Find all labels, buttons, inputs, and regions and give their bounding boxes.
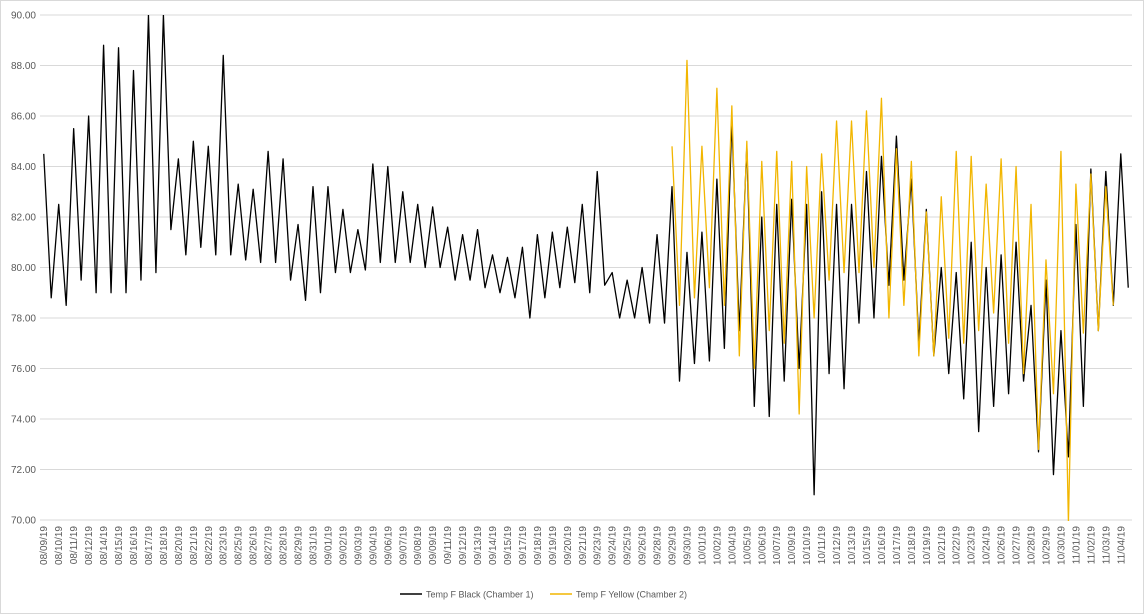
x-tick-label: 08/29/19	[294, 526, 305, 565]
x-tick-label: 09/01/19	[323, 526, 334, 565]
x-tick-label: 08/15/19	[114, 526, 125, 565]
x-tick-label: 11/04/19	[1116, 526, 1127, 565]
x-tick-label: 09/17/19	[518, 526, 529, 565]
x-tick-label: 10/11/19	[817, 526, 828, 565]
legend-label: Temp F Yellow (Chamber 2)	[576, 590, 687, 600]
x-tick-label: 08/25/19	[234, 526, 245, 565]
y-tick-label: 84.00	[11, 162, 36, 173]
x-tick-label: 08/23/19	[219, 526, 230, 565]
x-tick-label: 10/12/19	[832, 526, 843, 565]
grid	[40, 14, 1132, 521]
x-tick-label: 08/12/19	[84, 526, 95, 565]
x-tick-label: 10/10/19	[802, 526, 813, 565]
series-line	[671, 59, 1114, 521]
y-tick-label: 80.00	[11, 263, 36, 274]
y-tick-label: 88.00	[11, 61, 36, 72]
x-tick-label: 08/10/19	[54, 526, 65, 565]
x-tick-label: 09/24/19	[608, 526, 619, 565]
x-tick-label: 08/18/19	[159, 526, 170, 565]
x-tick-label: 09/06/19	[383, 526, 394, 565]
y-tick-label: 72.00	[11, 465, 36, 476]
x-tick-label: 08/14/19	[99, 526, 110, 565]
x-tick-label: 11/03/19	[1101, 526, 1112, 565]
x-tick-label: 09/02/19	[338, 526, 349, 565]
x-tick-label: 08/09/19	[39, 526, 50, 565]
x-tick-label: 09/28/19	[653, 526, 664, 565]
labels: 70.00 72.00 74.00 76.00 78.00 80.00 82.00 84.00…	[11, 11, 1127, 600]
series-line	[43, 15, 1129, 496]
x-tick-label: 08/16/19	[129, 526, 140, 565]
x-tick-label: 10/23/19	[967, 526, 978, 565]
x-tick-label: 09/18/19	[533, 526, 544, 565]
x-tick-label: 10/06/19	[757, 526, 768, 565]
x-tick-label: 09/20/19	[563, 526, 574, 565]
x-tick-label: 10/09/19	[787, 526, 798, 565]
x-tick-label: 11/02/19	[1086, 526, 1097, 565]
x-tick-label: 09/14/19	[488, 526, 499, 565]
x-tick-label: 09/04/19	[368, 526, 379, 565]
x-tick-label: 10/30/19	[1056, 526, 1067, 565]
x-tick-label: 10/07/19	[772, 526, 783, 565]
plot-area	[43, 15, 1129, 521]
x-tick-label: 10/27/19	[1012, 526, 1023, 565]
x-tick-label: 11/01/19	[1071, 526, 1082, 565]
x-tick-label: 10/02/19	[712, 526, 723, 565]
x-tick-label: 10/29/19	[1041, 526, 1052, 565]
x-tick-label: 09/26/19	[638, 526, 649, 565]
x-tick-label: 10/17/19	[892, 526, 903, 565]
y-tick-label: 82.00	[11, 213, 36, 224]
x-tick-label: 09/23/19	[593, 526, 604, 565]
x-tick-label: 08/26/19	[249, 526, 260, 565]
x-tick-label: 08/21/19	[189, 526, 200, 565]
x-tick-label: 10/13/19	[847, 526, 858, 565]
y-tick-label: 86.00	[11, 112, 36, 123]
x-tick-label: 10/04/19	[727, 526, 738, 565]
x-tick-label: 09/29/19	[668, 526, 679, 565]
y-tick-label: 70.00	[11, 516, 36, 527]
x-tick-label: 10/01/19	[697, 526, 708, 565]
x-tick-label: 08/22/19	[204, 526, 215, 565]
y-tick-label: 74.00	[11, 415, 36, 426]
x-tick-label: 09/13/19	[473, 526, 484, 565]
x-tick-label: 08/17/19	[144, 526, 155, 565]
y-tick-label: 76.00	[11, 364, 36, 375]
x-tick-label: 10/28/19	[1027, 526, 1038, 565]
x-tick-label: 10/19/19	[922, 526, 933, 565]
x-tick-label: 09/19/19	[548, 526, 559, 565]
x-tick-label: 10/26/19	[997, 526, 1008, 565]
x-tick-label: 09/15/19	[503, 526, 514, 565]
x-tick-label: 08/28/19	[279, 526, 290, 565]
x-tick-label: 09/09/19	[428, 526, 439, 565]
x-tick-label: 09/11/19	[443, 526, 454, 565]
y-tick-label: 90.00	[11, 11, 36, 22]
x-tick-label: 10/16/19	[877, 526, 888, 565]
x-tick-label: 08/11/19	[69, 526, 80, 565]
x-tick-label: 10/15/19	[862, 526, 873, 565]
x-tick-label: 09/07/19	[398, 526, 409, 565]
x-tick-label: 09/30/19	[682, 526, 693, 565]
x-tick-label: 10/21/19	[937, 526, 948, 565]
x-tick-label: 10/24/19	[982, 526, 993, 565]
x-tick-label: 09/12/19	[458, 526, 469, 565]
x-tick-label: 09/03/19	[353, 526, 364, 565]
x-tick-label: 10/18/19	[907, 526, 918, 565]
x-tick-label: 09/25/19	[623, 526, 634, 565]
y-tick-label: 78.00	[11, 314, 36, 325]
x-tick-label: 09/08/19	[413, 526, 424, 565]
x-tick-label: 08/20/19	[174, 526, 185, 565]
x-tick-label: 08/27/19	[264, 526, 275, 565]
x-tick-label: 08/31/19	[309, 526, 320, 565]
x-tick-label: 10/05/19	[742, 526, 753, 565]
legend-label: Temp F Black (Chamber 1)	[426, 590, 534, 600]
x-tick-label: 10/22/19	[952, 526, 963, 565]
x-tick-label: 09/21/19	[578, 526, 589, 565]
